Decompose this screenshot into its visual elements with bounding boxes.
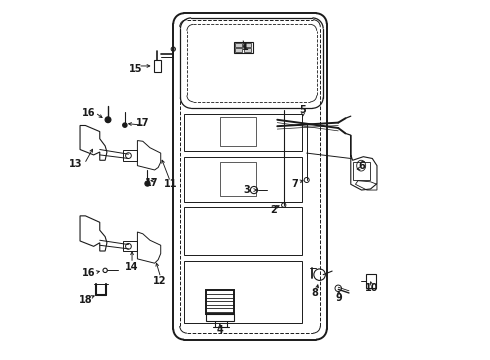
Text: 10: 10 [365,283,378,293]
Text: 6: 6 [358,161,365,171]
Bar [235,48,242,51]
Text: 17: 17 [136,118,149,128]
Bar [244,43,251,47]
Bar [353,162,370,180]
Bar [206,314,234,321]
Text: 8: 8 [312,288,318,298]
Bar [123,241,137,251]
Text: 7: 7 [292,179,298,189]
Bar [220,162,256,196]
Bar [184,207,302,255]
Text: 2: 2 [270,206,277,216]
Circle shape [122,123,127,127]
Circle shape [145,181,150,186]
Bar [153,60,161,72]
Text: 5: 5 [300,105,306,115]
Text: 16: 16 [82,108,96,118]
Text: 16: 16 [82,268,96,278]
Text: 1: 1 [242,42,248,52]
Text: 17: 17 [145,178,158,188]
Bar [205,290,234,315]
Text: 12: 12 [153,276,167,286]
Bar [123,150,137,161]
Text: 9: 9 [336,293,343,303]
Bar [366,274,376,288]
Circle shape [171,47,175,51]
Bar [235,43,242,47]
Text: 4: 4 [217,325,223,335]
Text: 15: 15 [129,64,143,74]
Bar [184,114,302,151]
Bar [244,48,251,51]
Text: 3: 3 [244,185,250,195]
Bar [184,157,302,202]
Text: 18: 18 [78,295,92,305]
Text: 14: 14 [125,262,139,272]
Text: 13: 13 [69,159,82,169]
Bar [220,117,256,146]
Circle shape [105,117,111,123]
Bar [234,42,253,53]
Bar [184,261,302,323]
Text: 11: 11 [164,179,177,189]
